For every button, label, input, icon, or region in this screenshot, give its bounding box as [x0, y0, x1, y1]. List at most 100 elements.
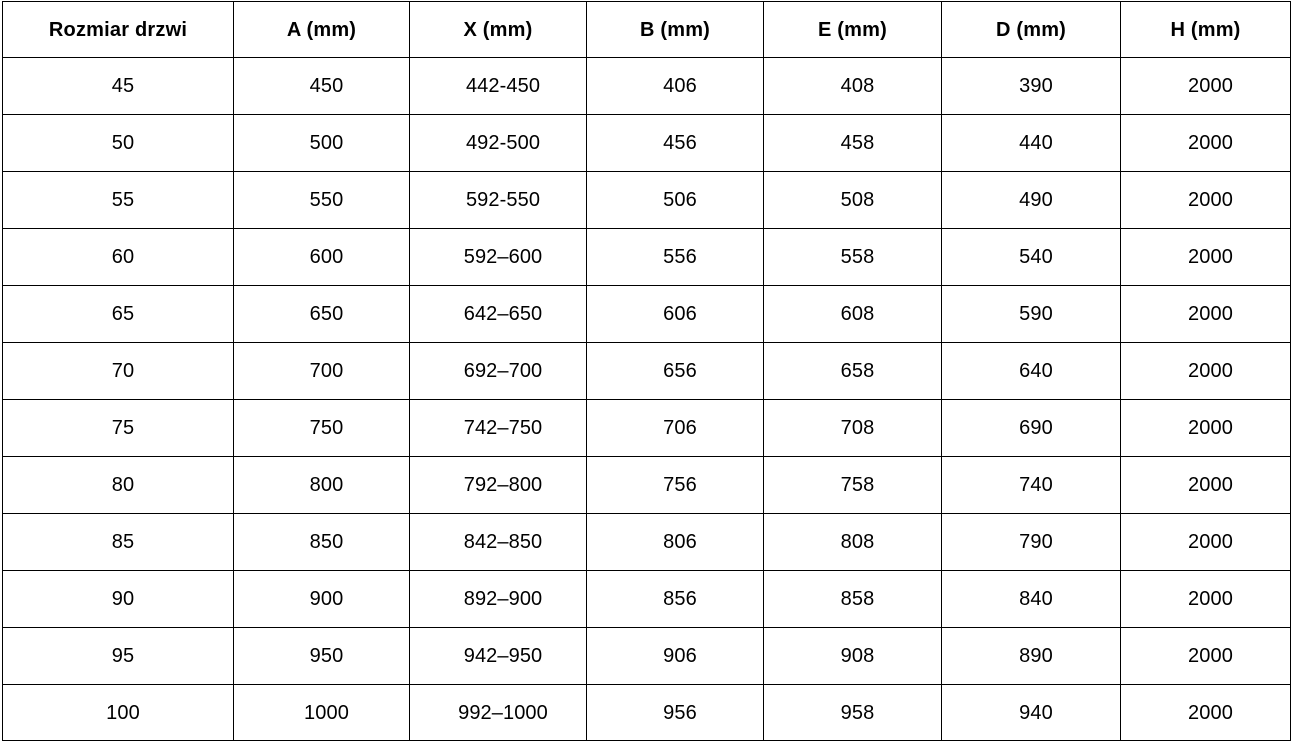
cell-value: 700	[309, 360, 344, 382]
cell-rozmiar-drzwi: 65	[2, 285, 234, 343]
cell-value: 2000	[1188, 474, 1233, 496]
cell-value: 450	[309, 75, 344, 97]
cell-rozmiar-drzwi: 85	[2, 513, 234, 571]
cell-value: 942–950	[463, 645, 543, 667]
cell-a-mm: 800	[233, 456, 410, 514]
cell-e-mm: 508	[763, 171, 942, 229]
cell-h-mm: 2000	[1120, 570, 1291, 628]
cell-value: 2000	[1188, 701, 1233, 724]
table-header: Rozmiar drzwi A (mm) X (mm) B (mm) E (mm…	[2, 1, 1291, 58]
cell-e-mm: 858	[763, 570, 942, 628]
cell-value: 490	[1019, 189, 1053, 211]
cell-value: 2000	[1188, 417, 1233, 439]
table-row: 75 750 742–750 706 708 690 2000	[2, 399, 1291, 457]
cell-value: 656	[663, 360, 697, 382]
cell-b-mm: 556	[586, 228, 764, 286]
cell-b-mm: 706	[586, 399, 764, 457]
cell-value: 790	[1019, 531, 1053, 553]
cell-b-mm: 806	[586, 513, 764, 571]
table-row: 90 900 892–900 856 858 840 2000	[2, 570, 1291, 628]
cell-value: 458	[840, 132, 875, 154]
cell-value: 1000	[304, 701, 349, 724]
cell-value: 75	[111, 417, 135, 439]
table-header-row: Rozmiar drzwi A (mm) X (mm) B (mm) E (mm…	[2, 1, 1291, 58]
cell-a-mm: 600	[233, 228, 410, 286]
cell-value: 708	[840, 417, 875, 439]
cell-x-mm: 792–800	[409, 456, 587, 514]
cell-d-mm: 690	[941, 399, 1121, 457]
cell-h-mm: 2000	[1120, 456, 1291, 514]
cell-a-mm: 750	[233, 399, 410, 457]
cell-d-mm: 390	[941, 57, 1121, 115]
cell-rozmiar-drzwi: 60	[2, 228, 234, 286]
cell-rozmiar-drzwi: 75	[2, 399, 234, 457]
cell-a-mm: 500	[233, 114, 410, 172]
cell-b-mm: 606	[586, 285, 764, 343]
cell-x-mm: 592–600	[409, 228, 587, 286]
cell-value: 70	[111, 360, 135, 382]
cell-h-mm: 2000	[1120, 399, 1291, 457]
cell-d-mm: 540	[941, 228, 1121, 286]
cell-value: 492-500	[465, 132, 541, 154]
cell-value: 992–1000	[458, 701, 548, 724]
cell-x-mm: 742–750	[409, 399, 587, 457]
cell-h-mm: 2000	[1120, 627, 1291, 685]
cell-value: 750	[309, 417, 344, 439]
cell-value: 758	[840, 474, 875, 496]
column-header-b-mm: B (mm)	[586, 1, 764, 58]
cell-h-mm: 2000	[1120, 228, 1291, 286]
cell-rozmiar-drzwi: 100	[2, 684, 234, 741]
cell-x-mm: 442-450	[409, 57, 587, 115]
cell-x-mm: 942–950	[409, 627, 587, 685]
cell-value: 692–700	[463, 360, 543, 382]
cell-d-mm: 890	[941, 627, 1121, 685]
cell-h-mm: 2000	[1120, 114, 1291, 172]
cell-value: 90	[111, 588, 135, 610]
cell-e-mm: 458	[763, 114, 942, 172]
cell-value: 2000	[1188, 189, 1233, 211]
cell-h-mm: 2000	[1120, 57, 1291, 115]
cell-value: 500	[309, 132, 344, 154]
cell-value: 550	[309, 189, 344, 211]
cell-value: 592–600	[463, 246, 543, 268]
cell-d-mm: 590	[941, 285, 1121, 343]
cell-value: 600	[309, 246, 344, 268]
cell-value: 2000	[1188, 75, 1233, 97]
cell-a-mm: 700	[233, 342, 410, 400]
table-row: 45 450 442-450 406 408 390 2000	[2, 57, 1291, 115]
cell-e-mm: 658	[763, 342, 942, 400]
table-row: 85 850 842–850 806 808 790 2000	[2, 513, 1291, 571]
column-header-e-mm: E (mm)	[763, 1, 942, 58]
cell-e-mm: 958	[763, 684, 942, 741]
cell-value: 592-550	[465, 189, 541, 211]
cell-value: 800	[309, 474, 344, 496]
column-header-x-mm: X (mm)	[409, 1, 587, 58]
cell-a-mm: 900	[233, 570, 410, 628]
cell-a-mm: 450	[233, 57, 410, 115]
cell-value: 806	[663, 531, 697, 553]
cell-h-mm: 2000	[1120, 513, 1291, 571]
cell-e-mm: 758	[763, 456, 942, 514]
cell-value: 850	[309, 531, 344, 553]
cell-value: 606	[663, 303, 697, 325]
cell-value: 642–650	[463, 303, 543, 325]
cell-value: 808	[840, 531, 875, 553]
cell-b-mm: 906	[586, 627, 764, 685]
cell-value: 506	[663, 189, 697, 211]
cell-value: 50	[111, 132, 135, 154]
cell-value: 508	[840, 189, 875, 211]
cell-value: 408	[840, 75, 875, 97]
cell-value: 95	[111, 645, 135, 667]
cell-value: 390	[1019, 75, 1053, 97]
cell-b-mm: 506	[586, 171, 764, 229]
column-header-a-mm: A (mm)	[233, 1, 410, 58]
cell-b-mm: 856	[586, 570, 764, 628]
cell-value: 940	[1019, 701, 1053, 724]
cell-value: 2000	[1188, 132, 1233, 154]
column-header-h-mm: H (mm)	[1120, 1, 1291, 58]
cell-value: 892–900	[463, 588, 543, 610]
cell-a-mm: 850	[233, 513, 410, 571]
column-header-d-mm: D (mm)	[941, 1, 1121, 58]
cell-e-mm: 808	[763, 513, 942, 571]
